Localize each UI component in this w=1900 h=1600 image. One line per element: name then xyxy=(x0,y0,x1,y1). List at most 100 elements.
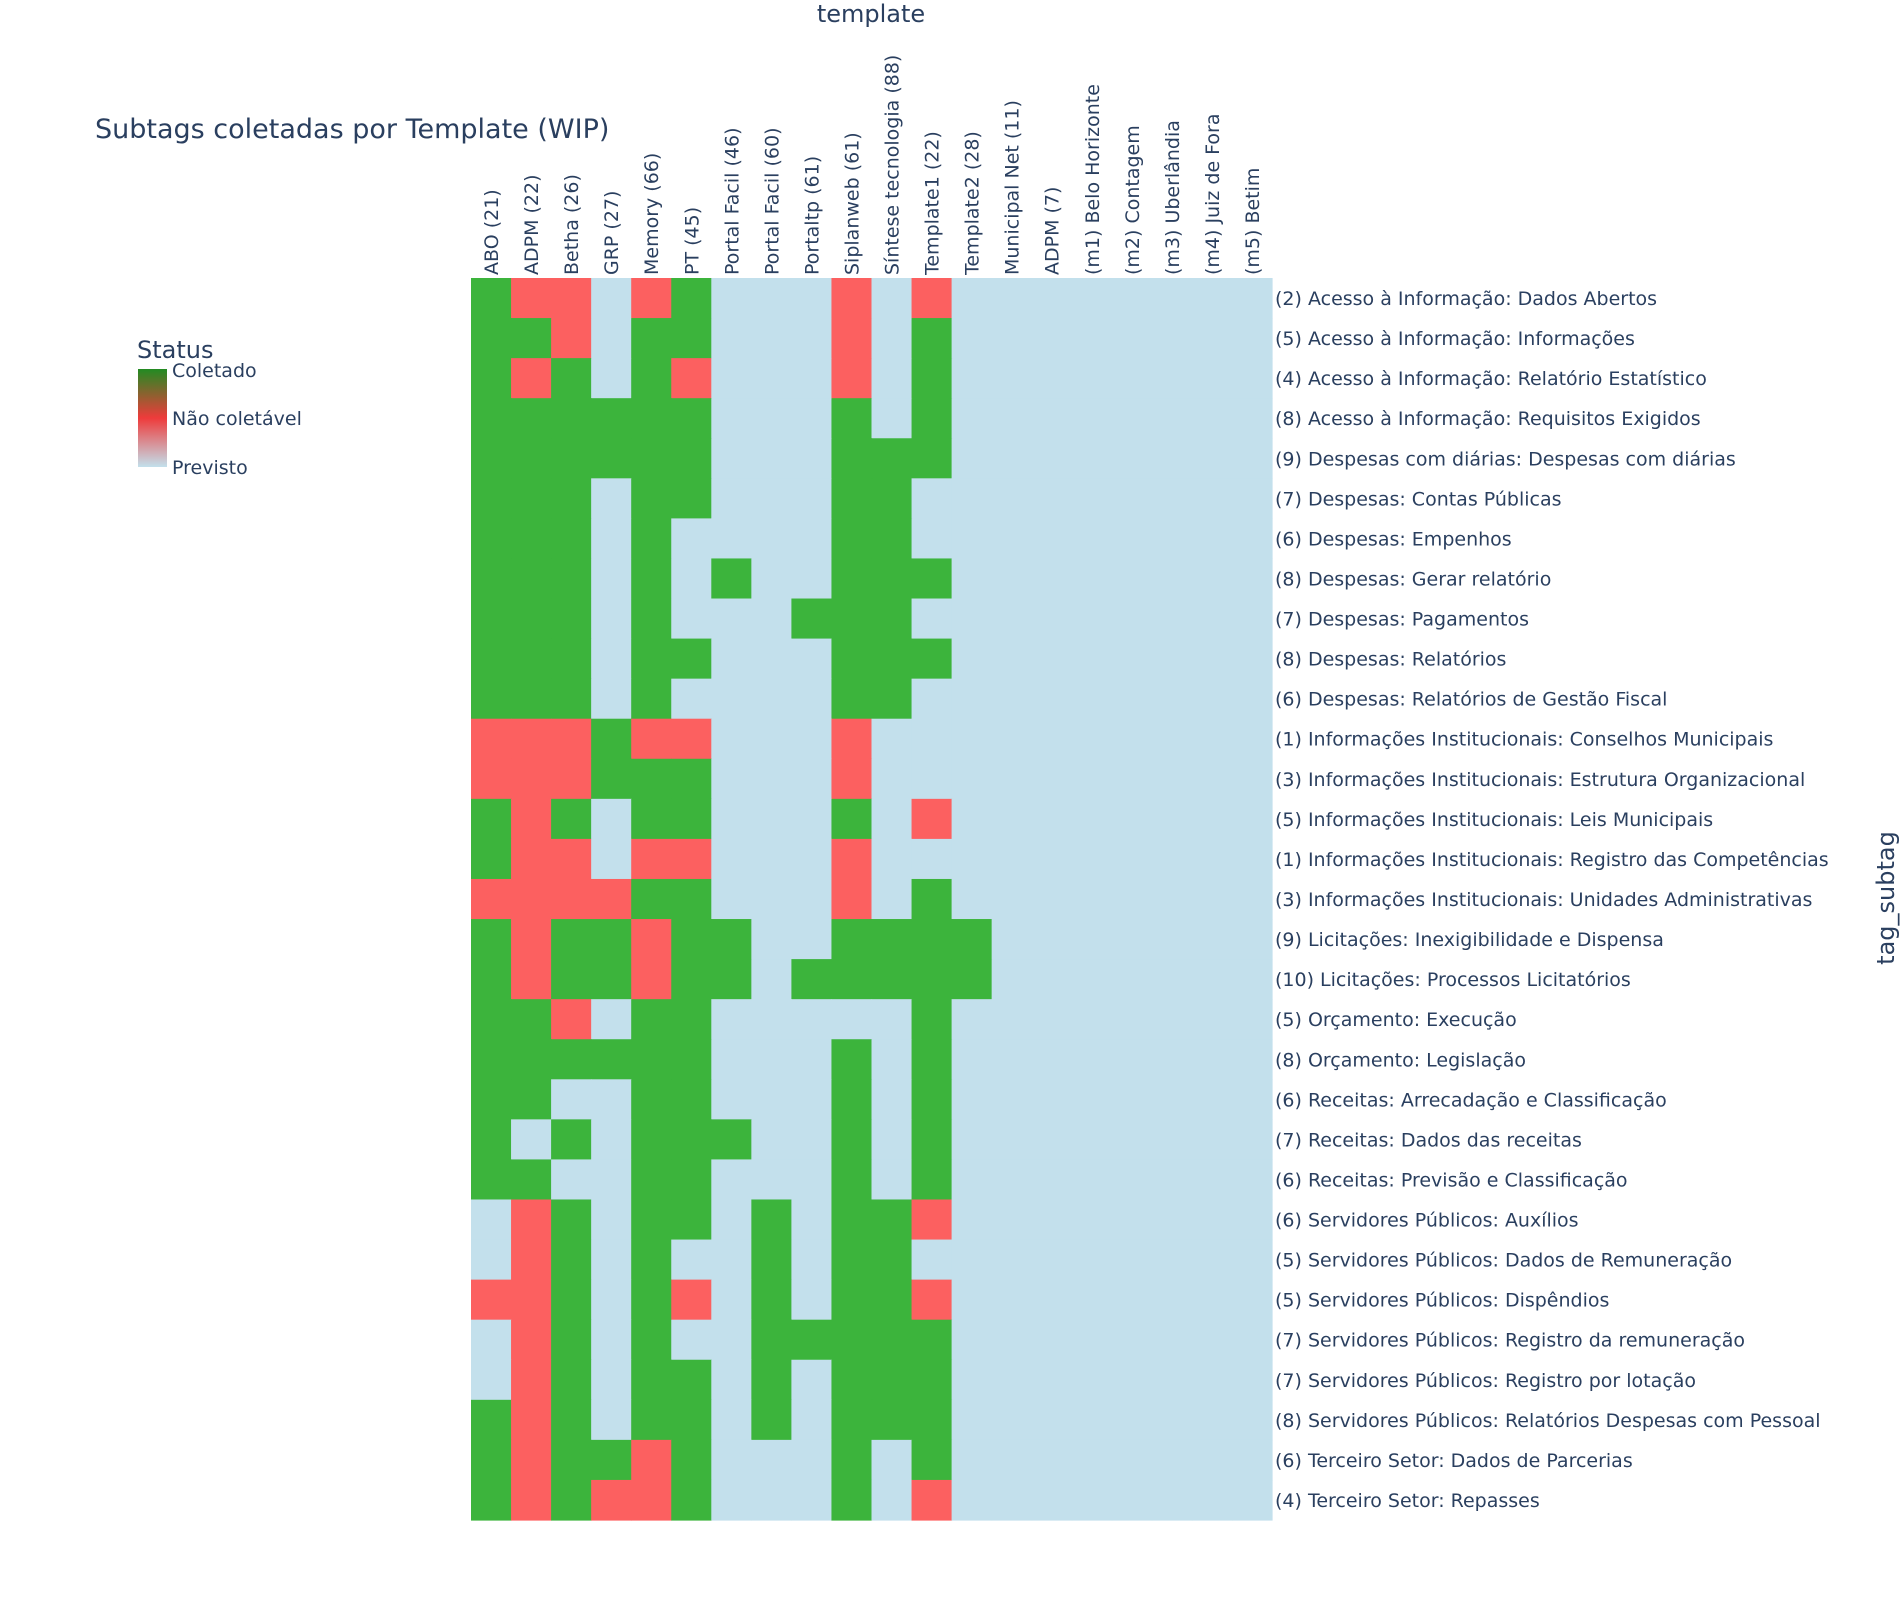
legend-title: Status xyxy=(137,336,213,364)
heatmap-cell xyxy=(671,959,712,1000)
heatmap-cell xyxy=(831,1199,873,1241)
heatmap-cell xyxy=(1031,1319,1073,1361)
y-tick-label: (6) Receitas: Arrecadação e Classificaçã… xyxy=(1275,1089,1667,1111)
heatmap-cell xyxy=(1191,1239,1233,1281)
heatmap-cell xyxy=(831,919,873,960)
heatmap-cell xyxy=(831,1279,873,1321)
heatmap-cell xyxy=(871,478,913,519)
heatmap-cell xyxy=(671,598,712,640)
y-tick-label: (5) Informações Institucionais: Leis Mun… xyxy=(1275,809,1713,831)
heatmap-cell xyxy=(671,478,712,519)
y-tick-label: (5) Acesso à Informação: Informações xyxy=(1275,328,1635,350)
heatmap-cell xyxy=(711,1279,752,1321)
heatmap-cell xyxy=(471,1239,512,1281)
heatmap-cell xyxy=(991,558,1033,600)
y-tick-label: (7) Servidores Públicos: Registro por lo… xyxy=(1275,1370,1696,1392)
heatmap-cell xyxy=(751,798,792,840)
heatmap-cell xyxy=(951,878,993,920)
heatmap-cell xyxy=(671,278,712,319)
heatmap-cell xyxy=(1111,1239,1153,1281)
heatmap-cell xyxy=(471,1159,512,1201)
heatmap-cell xyxy=(871,798,913,840)
heatmap-cell xyxy=(591,838,632,880)
heatmap-cell xyxy=(591,1159,632,1201)
heatmap-cell xyxy=(911,1239,953,1281)
heatmap-cell xyxy=(671,1319,712,1361)
heatmap-cell xyxy=(511,999,552,1040)
heatmap-cell xyxy=(591,1319,632,1361)
heatmap-cell xyxy=(471,718,512,760)
heatmap-cell xyxy=(871,278,913,319)
heatmap-cell xyxy=(831,838,873,880)
heatmap-cell xyxy=(911,318,953,359)
heatmap-cell xyxy=(751,518,792,560)
heatmap-cell xyxy=(551,1039,592,1080)
heatmap-cell xyxy=(1231,919,1273,960)
heatmap-cell xyxy=(631,598,672,640)
heatmap-cell xyxy=(471,598,512,640)
heatmap-cell xyxy=(631,398,672,439)
heatmap-cell xyxy=(791,318,833,359)
heatmap-cell xyxy=(631,1439,672,1481)
heatmap-cell xyxy=(591,718,632,760)
heatmap-cell xyxy=(911,638,953,680)
heatmap-cell xyxy=(871,999,913,1040)
heatmap-cell xyxy=(671,398,712,439)
heatmap-cell xyxy=(1031,438,1073,479)
y-tick-label: (5) Orçamento: Execução xyxy=(1275,1009,1517,1031)
heatmap-cell xyxy=(1031,878,1073,920)
heatmap-cell xyxy=(1191,798,1233,840)
heatmap-cell xyxy=(711,838,752,880)
heatmap-cell xyxy=(511,438,552,479)
x-tick-label: ADPM (22) xyxy=(521,174,543,275)
heatmap-cell xyxy=(1031,1079,1073,1120)
heatmap-cell xyxy=(1191,718,1233,760)
heatmap-cell xyxy=(911,478,953,519)
heatmap-cell xyxy=(511,1439,552,1481)
heatmap-cell xyxy=(591,398,632,439)
heatmap-cell xyxy=(1191,558,1233,600)
heatmap-cell xyxy=(1111,1399,1153,1441)
heatmap-cell xyxy=(991,1239,1033,1281)
heatmap-cell xyxy=(591,758,632,800)
heatmap-cell xyxy=(591,598,632,640)
heatmap-cell xyxy=(711,959,752,1000)
heatmap-cell xyxy=(871,1399,913,1441)
heatmap-cell xyxy=(631,1319,672,1361)
y-tick-label: (4) Terceiro Setor: Repasses xyxy=(1275,1490,1540,1512)
heatmap-cell xyxy=(471,1399,512,1441)
x-tick-label: (m2) Contagem xyxy=(1122,125,1144,275)
heatmap-cells xyxy=(471,278,1273,1521)
heatmap-cell xyxy=(951,718,993,760)
heatmap-cell xyxy=(951,318,993,359)
heatmap-cell xyxy=(1151,999,1193,1040)
heatmap-cell xyxy=(631,318,672,359)
heatmap-cell xyxy=(951,1239,993,1281)
heatmap-cell xyxy=(991,478,1033,519)
heatmap-cell xyxy=(1151,919,1193,960)
heatmap-cell xyxy=(911,1479,953,1521)
heatmap-cell xyxy=(911,1279,953,1321)
heatmap-cell xyxy=(831,438,873,479)
heatmap-cell xyxy=(551,919,592,960)
heatmap-cell xyxy=(791,1359,833,1401)
heatmap-cell xyxy=(911,1359,953,1401)
heatmap-cell xyxy=(991,278,1033,319)
heatmap-cell xyxy=(591,1119,632,1161)
heatmap-cell xyxy=(831,278,873,319)
heatmap-cell xyxy=(791,558,833,600)
heatmap-cell xyxy=(1191,1279,1233,1321)
heatmap-cell xyxy=(671,1119,712,1161)
y-tick-labels: (2) Acesso à Informação: Dados Abertos (5… xyxy=(1275,288,1829,1512)
heatmap-cell xyxy=(591,478,632,519)
heatmap-cell xyxy=(871,758,913,800)
heatmap-cell xyxy=(951,1319,993,1361)
heatmap-cell xyxy=(751,558,792,600)
heatmap-cell xyxy=(631,1399,672,1441)
heatmap-cell xyxy=(1111,478,1153,519)
heatmap-cell xyxy=(991,999,1033,1040)
heatmap-cell xyxy=(511,718,552,760)
heatmap-cell xyxy=(991,438,1033,479)
heatmap-cell xyxy=(951,1479,993,1521)
heatmap-cell xyxy=(991,1079,1033,1120)
